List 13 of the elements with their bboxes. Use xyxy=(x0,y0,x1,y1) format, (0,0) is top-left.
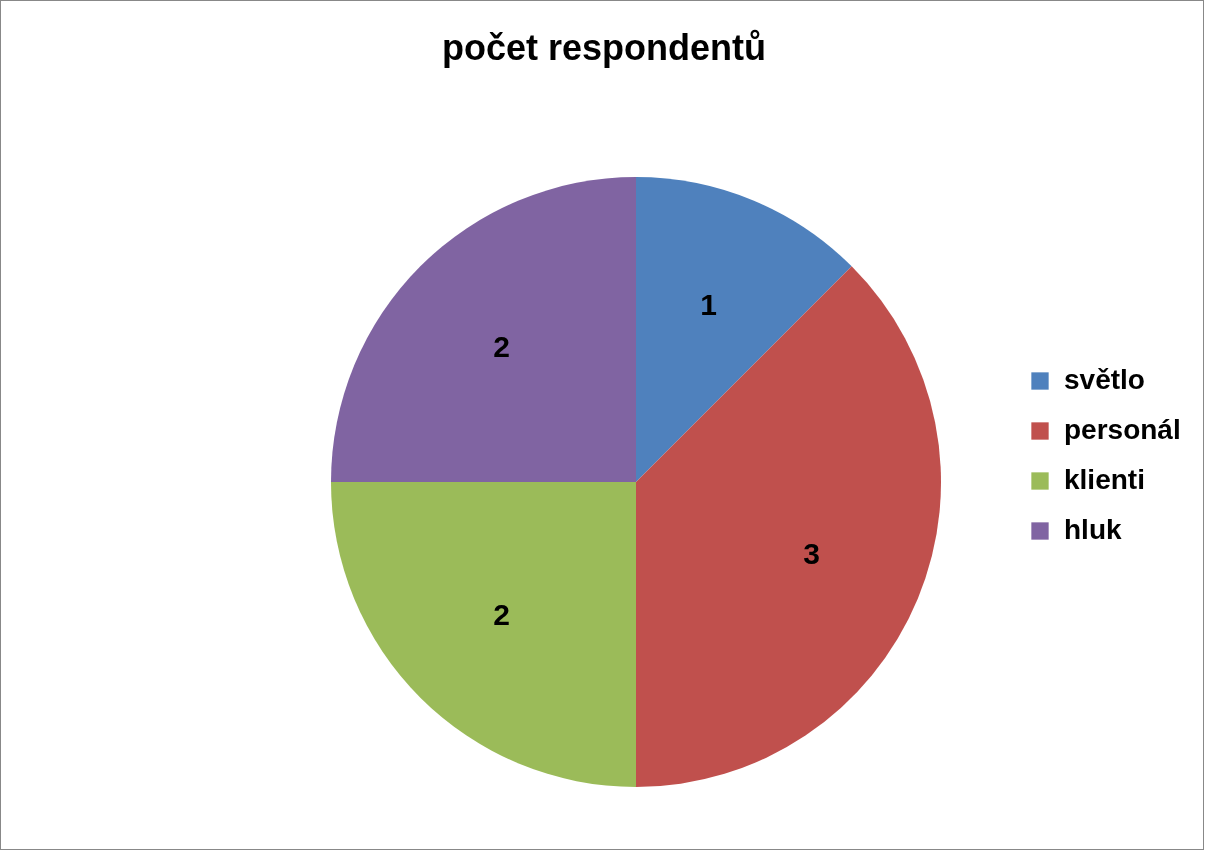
data-label: 2 xyxy=(493,329,510,363)
pie-slice xyxy=(636,266,941,787)
pie-slice xyxy=(636,177,852,482)
data-label: 3 xyxy=(803,536,820,570)
chart-title: počet respondentů xyxy=(441,27,767,68)
data-label: 1 xyxy=(700,288,718,322)
legend-label: personál xyxy=(1064,414,1181,445)
legend-label: hluk xyxy=(1064,514,1122,545)
pie-slice xyxy=(331,482,636,787)
pie-slice xyxy=(331,177,636,482)
legend-label: světlo xyxy=(1064,364,1145,395)
legend-label: klienti xyxy=(1064,464,1145,495)
data-label: 2 xyxy=(493,598,510,632)
